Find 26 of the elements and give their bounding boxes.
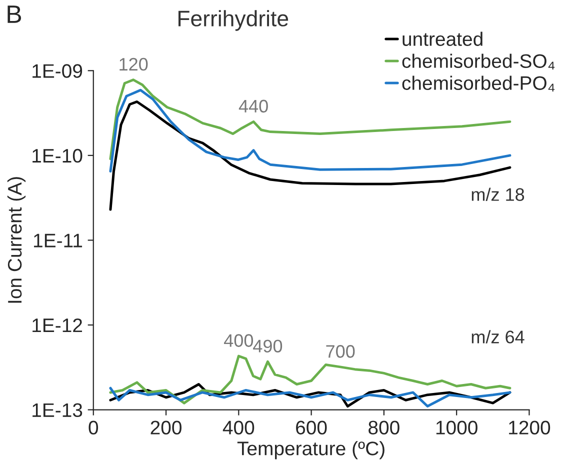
y-tick-label: 1E-11 [34, 234, 82, 248]
annotation: 400 [224, 334, 254, 347]
text: B [8, 6, 22, 23]
legend-label: chemisorbed-SO₄ [402, 54, 555, 70]
x-tick-label: 0 [88, 420, 98, 434]
x-tick-label: 400 [222, 420, 254, 434]
annotation: 440 [238, 100, 268, 113]
x-tick-label: 200 [150, 420, 182, 434]
x-tick-label: 800 [368, 420, 400, 434]
x-tick-label: 600 [296, 420, 327, 434]
chart-title: Ferrihydrite [178, 10, 288, 31]
y-tick-label: 1E-10 [32, 148, 82, 163]
x-tick-label: 1000 [436, 420, 478, 434]
y-tick-label: 1E-12 [32, 318, 82, 332]
annotation: 490 [253, 340, 282, 352]
annotation: m/z 18 [472, 188, 524, 201]
x-tick-label: 1200 [509, 420, 550, 434]
x-axis-title: Temperature (ºC) [237, 441, 384, 460]
y-tick-label: 1E-13 [32, 403, 82, 418]
annotation: m/z 64 [472, 330, 524, 344]
legend-label: chemisorbed-PO₄ [402, 76, 555, 92]
legend-label: untreated [402, 32, 482, 46]
annotation: 120 [120, 58, 148, 71]
annotation: 700 [326, 345, 355, 358]
y-axis-title: Ion Current (A) [7, 177, 26, 303]
y-tick-label: 1E-09 [32, 64, 82, 78]
